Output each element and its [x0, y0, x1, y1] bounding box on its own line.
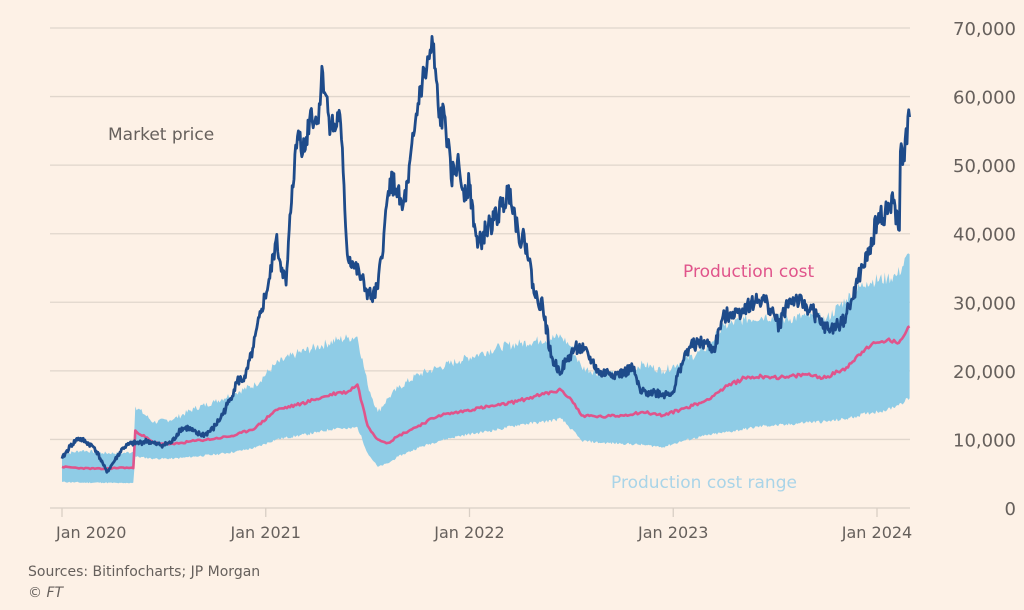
production-cost-line — [61, 325, 911, 471]
y-tick-label: 50,000 — [953, 156, 1016, 177]
copyright-credit: © FT — [28, 585, 64, 601]
x-tick-labels: Jan 2020 Jan 2021 Jan 2022 Jan 2023 Jan 2024 — [55, 523, 912, 542]
y-tick-label: 60,000 — [953, 88, 1016, 109]
y-tick-label: 0 — [1005, 499, 1016, 520]
production-cost-range-area — [62, 253, 910, 484]
production-cost-annotation: Production cost — [683, 262, 814, 282]
production-cost-layer — [61, 325, 911, 471]
y-tick-label: 20,000 — [953, 362, 1016, 383]
x-tick-label: Jan 2024 — [841, 523, 912, 542]
x-tick-label: Jan 2021 — [230, 523, 301, 542]
market-price-annotation: Market price — [108, 125, 214, 145]
x-tick-label: Jan 2022 — [433, 523, 504, 542]
y-tick-label: 40,000 — [953, 225, 1016, 246]
y-tick-label: 30,000 — [953, 293, 1016, 314]
x-tick-label: Jan 2023 — [637, 523, 708, 542]
y-tick-labels: 0 10,000 20,000 30,000 40,000 50,000 60,000 70,… — [953, 19, 1016, 520]
x-tick-label: Jan 2020 — [55, 523, 126, 542]
x-axis — [61, 508, 878, 517]
production-cost-range-annotation: Production cost range — [611, 473, 797, 493]
chart: 0 10,000 20,000 30,000 40,000 50,000 60,000 70,… — [50, 19, 1016, 542]
market-price-layer — [60, 35, 911, 474]
y-tick-label: 10,000 — [953, 430, 1016, 451]
market-price-line — [60, 35, 911, 474]
sources-note: Sources: Bitinfocharts; JP Morgan — [28, 564, 261, 580]
production-cost-range-layer — [62, 253, 910, 484]
y-tick-label: 70,000 — [953, 19, 1016, 40]
